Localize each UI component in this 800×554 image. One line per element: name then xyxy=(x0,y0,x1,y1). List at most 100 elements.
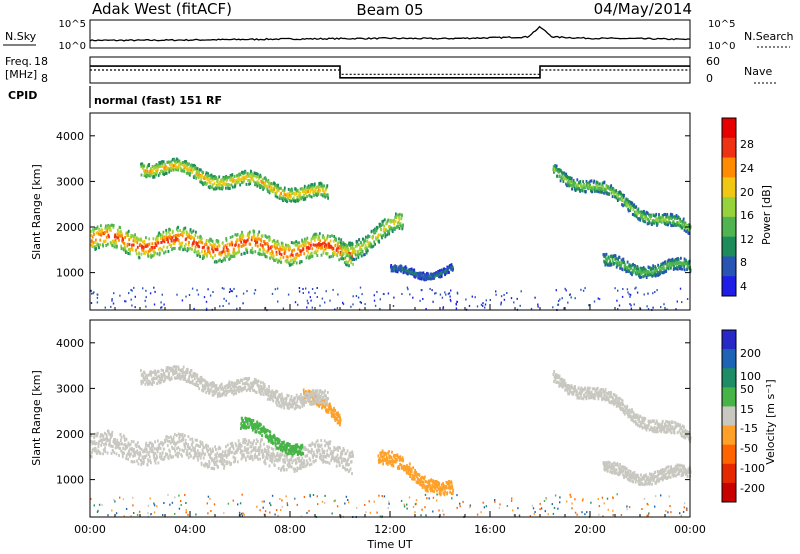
echo-point xyxy=(683,225,686,229)
echo-point xyxy=(265,178,268,182)
echo-point xyxy=(319,444,322,448)
echo-point xyxy=(585,190,587,193)
echo-point xyxy=(244,377,247,380)
power-cb-tick-4: 12 xyxy=(740,233,754,246)
echo-point xyxy=(108,443,110,447)
echo-point xyxy=(101,441,103,445)
echo-point xyxy=(232,447,235,451)
echo-point xyxy=(168,374,170,378)
echo-point xyxy=(185,295,187,298)
echo-point xyxy=(350,305,352,308)
echo-point xyxy=(181,163,184,166)
echo-point xyxy=(675,267,678,271)
echo-point xyxy=(394,219,397,223)
echo-point xyxy=(272,441,275,445)
echo-point xyxy=(245,417,248,421)
echo-point xyxy=(198,240,200,244)
power-cb-tick-0: 28 xyxy=(740,138,754,151)
echo-point xyxy=(274,396,277,399)
echo-point xyxy=(132,239,135,243)
echo-point xyxy=(278,439,281,443)
echo-point xyxy=(271,240,274,243)
echo-point xyxy=(240,444,243,448)
echo-point xyxy=(397,221,400,225)
echo-point xyxy=(370,243,373,247)
echo-point xyxy=(183,167,185,171)
echo-point xyxy=(632,262,634,266)
echo-point xyxy=(151,254,153,258)
echo-point xyxy=(265,450,268,454)
echo-point xyxy=(215,448,217,451)
echo-point xyxy=(187,443,189,447)
echo-point xyxy=(156,252,159,256)
echo-point xyxy=(356,244,358,248)
echo-point xyxy=(685,230,688,234)
echo-point xyxy=(244,385,247,389)
echo-point xyxy=(166,369,169,373)
echo-point xyxy=(164,163,166,166)
echo-point xyxy=(139,451,142,455)
echo-point xyxy=(106,242,109,246)
echo-point xyxy=(175,165,177,169)
echo-point xyxy=(213,456,216,460)
echo-point xyxy=(313,460,315,464)
echo-point xyxy=(194,446,196,450)
echo-point xyxy=(680,256,682,260)
echo-point xyxy=(664,262,666,266)
echo-point xyxy=(188,452,191,455)
echo-point xyxy=(317,188,320,192)
echo-point xyxy=(263,386,266,390)
echo-point xyxy=(174,159,177,163)
echo-point xyxy=(340,456,343,460)
echo-point xyxy=(305,287,307,290)
echo-point xyxy=(145,289,147,292)
echo-point xyxy=(224,244,227,248)
echo-point xyxy=(589,179,592,183)
echo-point xyxy=(330,411,333,415)
echo-point xyxy=(191,379,194,383)
power-cb-tick-5: 8 xyxy=(740,256,747,269)
echo-point xyxy=(240,427,242,430)
echo-point xyxy=(164,172,167,175)
echo-point xyxy=(249,179,252,183)
echo-point xyxy=(269,430,272,434)
echo-point xyxy=(174,167,176,171)
echo-point xyxy=(314,395,317,399)
echo-point xyxy=(223,390,226,394)
echo-point xyxy=(558,174,561,178)
echo-point xyxy=(689,268,692,272)
echo-point xyxy=(200,375,203,379)
echo-point xyxy=(90,289,92,292)
echo-point xyxy=(244,424,247,428)
echo-point xyxy=(326,453,329,457)
echo-point xyxy=(664,212,666,216)
echo-point xyxy=(185,237,188,241)
echo-point xyxy=(425,307,427,310)
echo-point xyxy=(299,260,302,263)
echo-point xyxy=(128,452,131,456)
echo-point xyxy=(106,230,109,233)
echo-point xyxy=(135,252,138,256)
echo-point xyxy=(142,246,145,250)
echo-point xyxy=(332,449,335,453)
freq-nave-panel: Freq. [MHz] 18 8 60 0 Nave xyxy=(5,55,776,85)
echo-point xyxy=(246,451,248,455)
echo-point xyxy=(259,442,262,446)
echo-point xyxy=(305,390,307,394)
echo-point xyxy=(666,213,669,216)
echo-point xyxy=(644,220,647,224)
echo-point xyxy=(333,446,336,450)
echo-point xyxy=(673,264,675,268)
echo-point xyxy=(633,210,636,214)
echo-point xyxy=(278,186,281,190)
echo-point xyxy=(298,290,301,293)
echo-point xyxy=(162,442,165,446)
echo-point xyxy=(153,246,156,249)
echo-point xyxy=(278,404,281,408)
echo-point xyxy=(251,250,254,254)
echo-point xyxy=(341,449,344,453)
echo-point xyxy=(128,238,131,242)
echo-point xyxy=(361,293,363,296)
echo-point xyxy=(144,446,147,450)
echo-point xyxy=(108,441,111,445)
